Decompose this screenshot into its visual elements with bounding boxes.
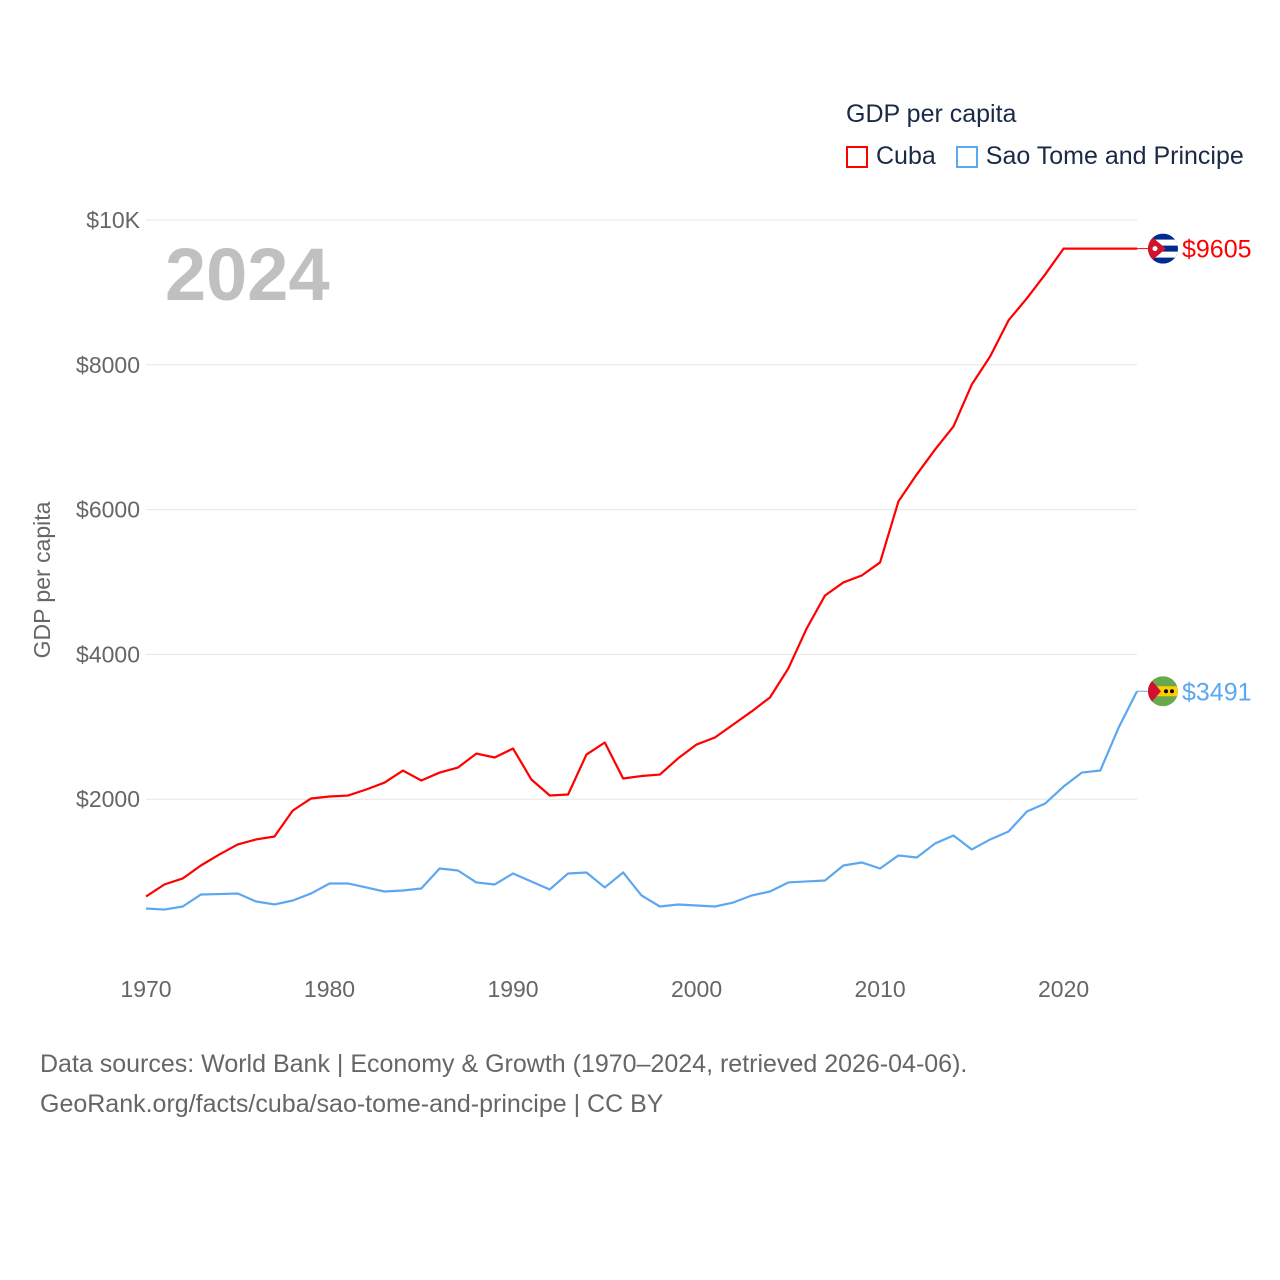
legend-swatch-cuba <box>846 145 868 168</box>
y-tick-label: $4000 <box>76 641 140 667</box>
end-value-label: $9605 <box>1182 236 1252 264</box>
y-tick-label: $2000 <box>76 786 140 812</box>
y-tick-label: $6000 <box>76 497 140 523</box>
y-tick-label: $8000 <box>76 352 140 378</box>
y-tick-label: $10K <box>86 207 140 233</box>
cuba-flag-icon <box>1148 233 1178 264</box>
sao-tome-flag-icon <box>1148 676 1178 707</box>
legend-item-cuba[interactable]: Cuba <box>846 142 936 171</box>
x-tick-label: 1970 <box>120 976 171 1002</box>
source-note: Data sources: World Bank | Economy & Gro… <box>40 1044 967 1124</box>
end-value-label: $3491 <box>1182 678 1252 706</box>
source-line-1: Data sources: World Bank | Economy & Gro… <box>40 1050 968 1078</box>
legend-swatch-sao-tome <box>955 145 978 168</box>
source-line-2[interactable]: GeoRank.org/facts/cuba/sao-tome-and-prin… <box>40 1090 664 1118</box>
legend: Cuba Sao Tome and Principe <box>846 142 1264 171</box>
x-tick-label: 1980 <box>304 976 355 1002</box>
y-axis-label: GDP per capita <box>29 501 55 658</box>
x-tick-label: 2010 <box>854 976 905 1002</box>
year-label: 2024 <box>165 233 330 316</box>
series-line-sao-tome <box>145 690 1138 911</box>
legend-label-sao-tome: Sao Tome and Principe <box>985 142 1244 170</box>
legend-label-cuba: Cuba <box>876 142 936 170</box>
legend-item-sao-tome[interactable]: Sao Tome and Principe <box>955 142 1244 171</box>
x-tick-label: 2020 <box>1038 976 1089 1002</box>
x-tick-label: 2000 <box>671 976 722 1002</box>
legend-title: GDP per capita <box>846 100 1017 128</box>
x-tick-label: 1990 <box>487 976 538 1002</box>
